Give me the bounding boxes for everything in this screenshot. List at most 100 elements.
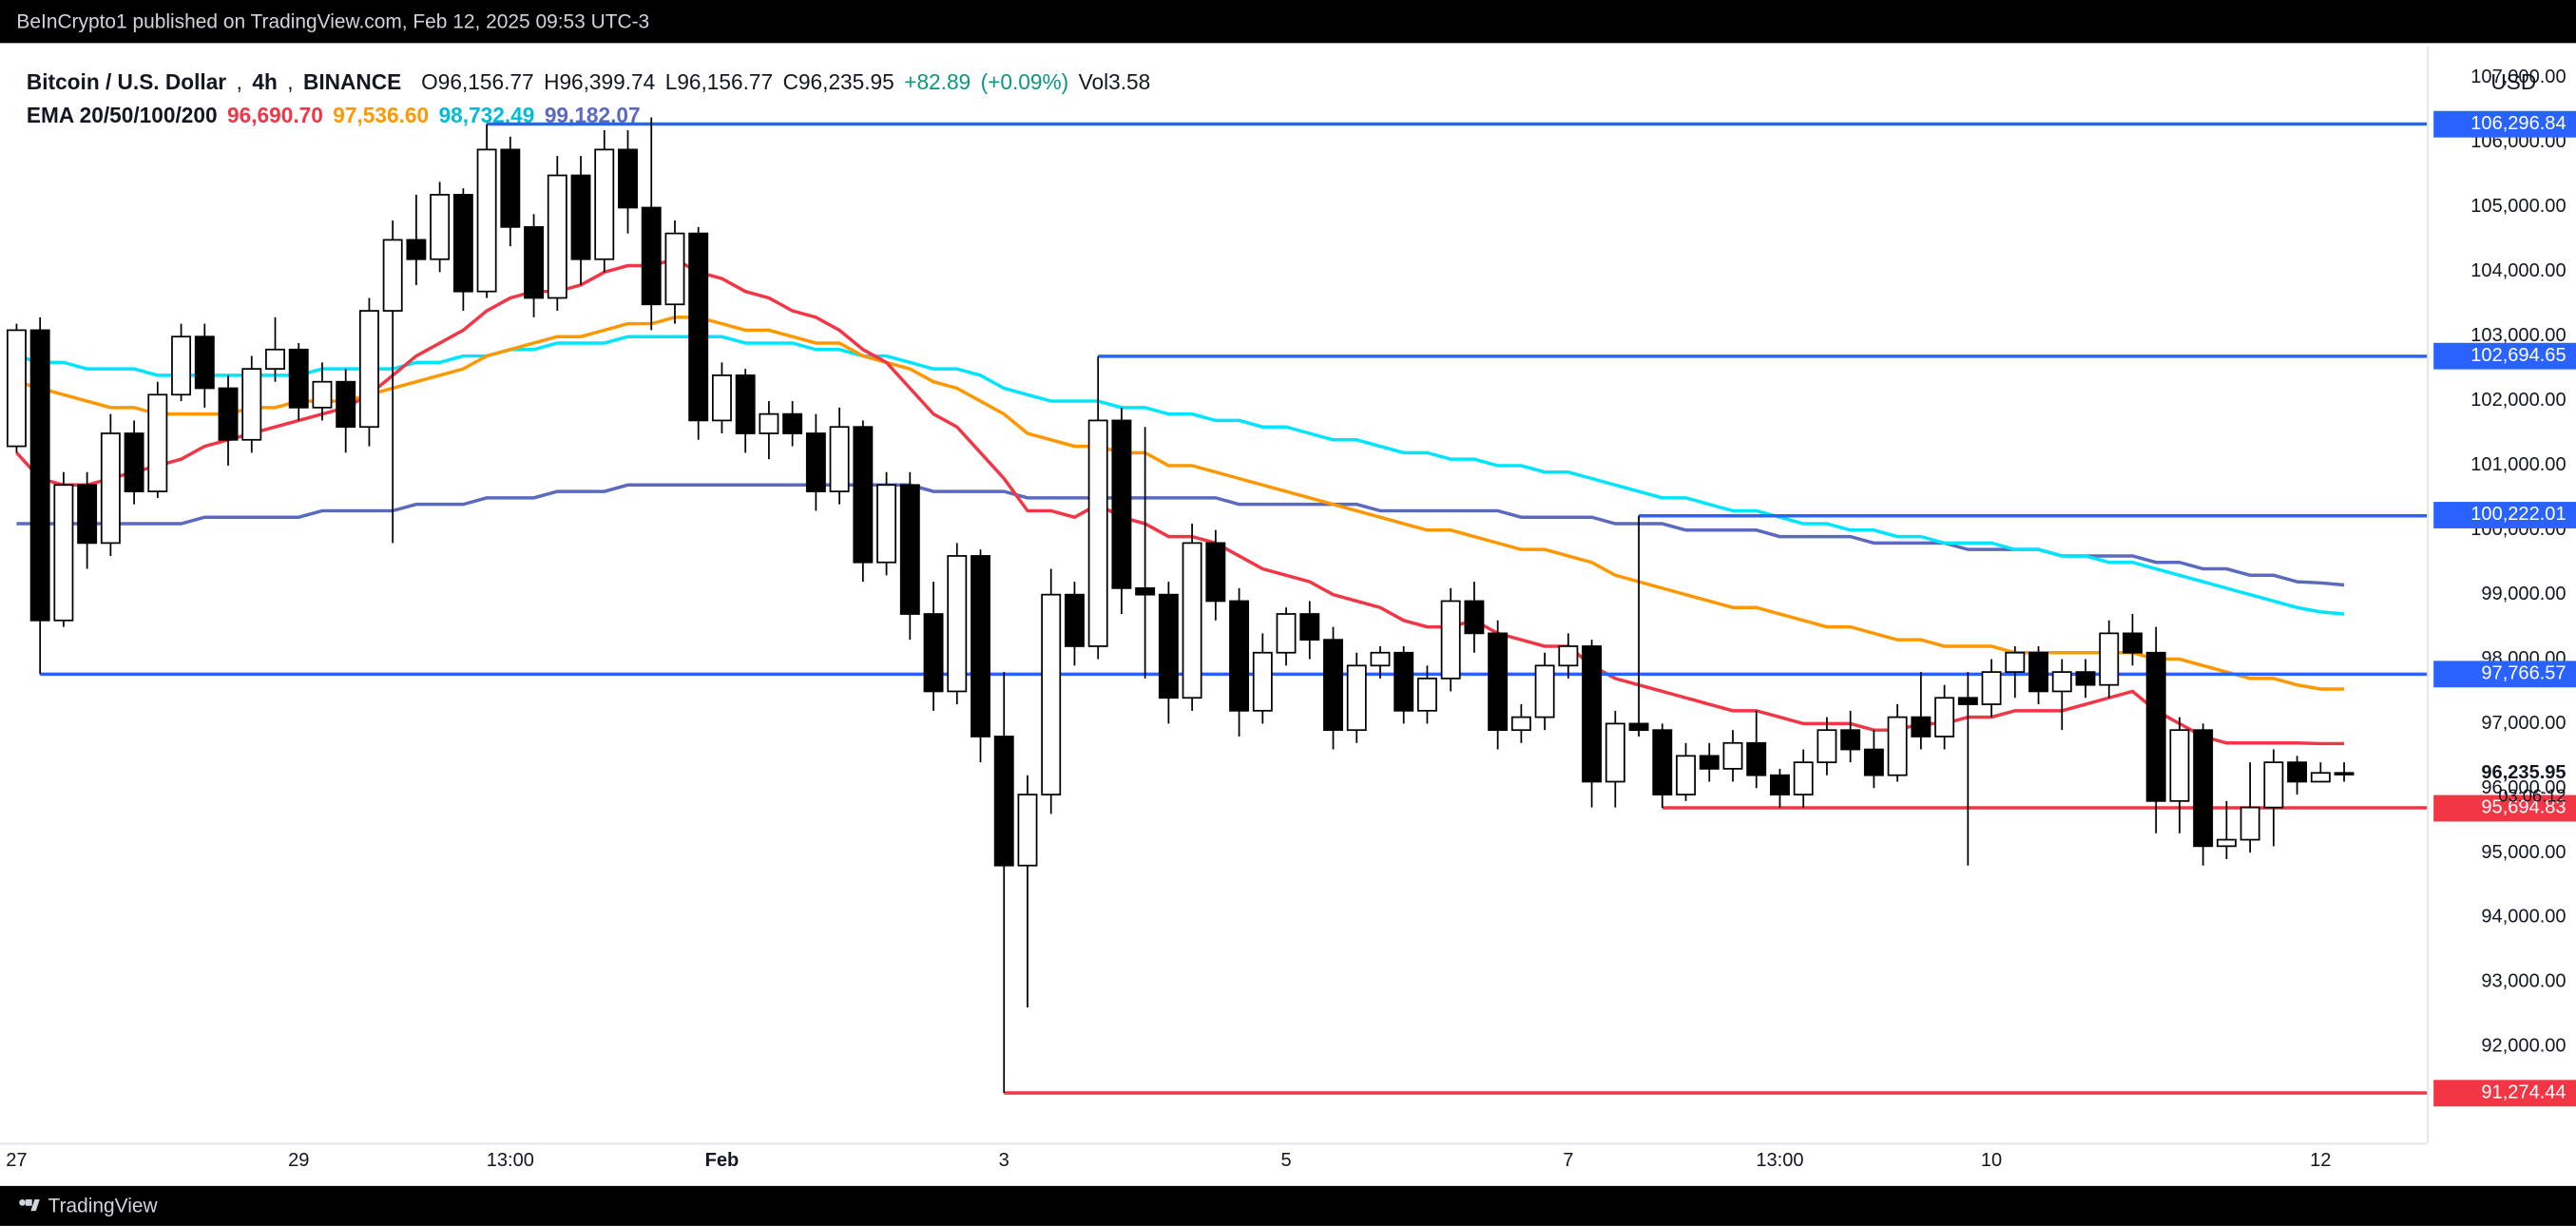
candle-body	[1465, 601, 1483, 633]
candle-body	[242, 369, 260, 440]
candle-body	[1160, 595, 1178, 699]
bottom-brand: TradingView	[48, 1195, 158, 1217]
candle-body	[125, 433, 144, 491]
candle-body	[1959, 698, 1977, 704]
candle-body	[2006, 653, 2024, 672]
candle-body	[2194, 730, 2212, 846]
x-tick: Feb	[705, 1151, 740, 1171]
candle-body	[2288, 762, 2306, 781]
candle-body	[1747, 743, 1765, 776]
candle-body	[219, 388, 237, 439]
candle-body	[619, 149, 637, 207]
candle-body	[1277, 614, 1295, 653]
candle-body	[336, 382, 355, 428]
candle-body	[2218, 840, 2236, 847]
x-axis: 272913:00Feb35713:001012	[0, 1143, 2427, 1186]
attribution-bar: BeInCrypto1 published on TradingView.com…	[0, 0, 2576, 43]
candle-body	[1889, 718, 1907, 776]
candle-body	[2076, 672, 2094, 685]
candle-body	[102, 433, 120, 543]
x-tick: 29	[288, 1151, 309, 1171]
candle-body	[2264, 762, 2282, 808]
candle-body	[78, 485, 96, 543]
candle-body	[1512, 718, 1530, 731]
candle-body	[1865, 750, 1883, 776]
candle-body	[1254, 653, 1272, 711]
candle-body	[290, 350, 308, 408]
candle-body	[360, 311, 378, 427]
candle-body	[1112, 420, 1130, 587]
y-tick: 97,000.00	[2481, 714, 2566, 734]
candle-body	[2124, 633, 2142, 652]
y-tick: 104,000.00	[2470, 262, 2566, 282]
candle-body	[831, 427, 849, 491]
candle-body	[1817, 730, 1836, 762]
candle-body	[1771, 776, 1789, 795]
y-tick: 99,000.00	[2481, 584, 2566, 604]
candle-body	[525, 227, 543, 298]
y-tick: 101,000.00	[2470, 455, 2566, 475]
x-tick: 13:00	[487, 1151, 534, 1171]
y-tick: 95,000.00	[2481, 843, 2566, 863]
candle-body	[1348, 665, 1366, 730]
candle-body	[1300, 614, 1318, 640]
candle-body	[1394, 653, 1413, 711]
candle-body	[431, 195, 449, 259]
candle-body	[1677, 756, 1695, 795]
bottom-bar: TradingView	[0, 1186, 2576, 1226]
candle-body	[1442, 601, 1460, 678]
candle-body	[1935, 698, 1953, 737]
chart-plot[interactable]	[0, 47, 2427, 1143]
candle-body	[759, 414, 778, 433]
x-tick: 5	[1280, 1151, 1291, 1171]
candle-body	[501, 149, 519, 226]
candle-body	[877, 485, 895, 562]
tradingview-logo-icon	[16, 1195, 39, 1217]
candle-body	[783, 414, 801, 433]
y-tick: 92,000.00	[2481, 1036, 2566, 1056]
price-line-label: 106,296.84	[2433, 110, 2576, 137]
candle-body	[1629, 723, 1647, 730]
x-tick: 7	[1563, 1151, 1573, 1171]
candle-body	[595, 149, 613, 259]
candle-body	[995, 737, 1013, 866]
candle-body	[571, 176, 589, 259]
candle-body	[807, 433, 825, 491]
candle-body	[1489, 633, 1507, 730]
y-tick: 94,000.00	[2481, 908, 2566, 928]
candle-body	[454, 195, 472, 292]
candle-body	[737, 375, 755, 433]
x-tick: 10	[1981, 1151, 2002, 1171]
candle-body	[1089, 420, 1107, 646]
chart-container: BeInCrypto1 published on TradingView.com…	[0, 0, 2576, 1226]
y-tick: 93,000.00	[2481, 971, 2566, 991]
candle-body	[854, 427, 872, 563]
candle-body	[971, 556, 990, 737]
candle-body	[1018, 795, 1036, 866]
candle-body	[643, 207, 661, 304]
countdown: 03:06:12	[2498, 786, 2566, 806]
x-tick: 12	[2310, 1151, 2331, 1171]
candle-body	[1583, 646, 1601, 782]
candle-body	[689, 234, 707, 421]
candle-body	[1418, 679, 1436, 711]
y-tick: 107,000.00	[2470, 68, 2566, 88]
candle-body	[2335, 773, 2353, 775]
candle-body	[1701, 756, 1719, 769]
candle-body	[8, 330, 26, 446]
candle-body	[313, 382, 331, 408]
candle-body	[148, 394, 166, 491]
candle-body	[1606, 723, 1624, 781]
y-tick: 105,000.00	[2470, 198, 2566, 218]
current-price-label: 96,235.95	[2481, 763, 2566, 783]
candle-body	[1183, 543, 1201, 698]
candle-body	[31, 330, 49, 620]
candle-body	[713, 375, 731, 421]
candle-body	[2029, 653, 2047, 692]
candle-body	[1795, 762, 1813, 795]
price-line-label: 91,274.44	[2433, 1080, 2576, 1106]
candle-body	[1559, 646, 1577, 665]
candle-body	[2241, 808, 2259, 840]
candle-body	[2053, 672, 2071, 691]
candle-body	[54, 485, 72, 621]
